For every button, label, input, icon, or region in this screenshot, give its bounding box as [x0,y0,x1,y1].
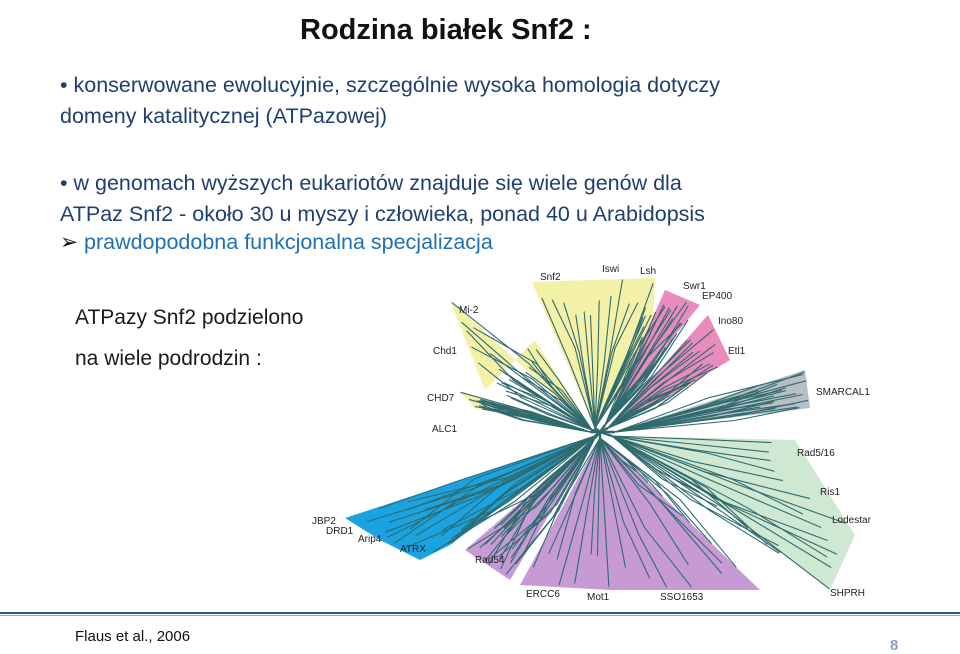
subfamily-label-atrx: ATRX [400,544,426,555]
subfamily-label-ino80: Ino80 [718,316,743,327]
subfamily-text-line: ATPazy Snf2 podzielono [75,306,304,329]
tree-branches [367,279,846,590]
bullet-conservation: • konserwowane ewolucyjnie, szczególnie … [60,70,920,132]
footer-divider-thin [0,615,960,616]
subfamily-label-snf2: Snf2 [540,272,561,283]
subfamily-label-chd1: Chd1 [433,346,457,357]
footer-divider [0,612,960,614]
subfamily-label-smarcal1: SMARCAL1 [816,387,870,398]
page-title: Rodzina białek Snf2 : [300,14,592,46]
sub-bullet-text: prawdopodobna funkcjonalna specjalizacja [84,230,493,254]
subfamily-text-line: na wiele podrodzin : [75,347,262,370]
subfamily-label-lodestar: Lodestar [832,515,872,526]
sector-smarcal1 [615,370,810,432]
subfamily-label-rad5-16: Rad5/16 [797,448,835,459]
subfamily-label-arip4: Arip4 [358,534,382,545]
bullet-line: domeny katalitycznej (ATPazowej) [60,104,388,128]
subfamily-label-lsh: Lsh [640,266,656,277]
subfamily-label-shprh: SHPRH [830,588,865,599]
subfamily-label-alc1: ALC1 [432,424,457,435]
subfamily-label-drd1: DRD1 [326,526,354,537]
bullet-genomes: • w genomach wyższych eukariotów znajduj… [60,168,940,230]
subfamily-label-sso1653: SSO1653 [660,592,704,603]
sub-bullet: ➢ prawdopodobna funkcjonalna specjalizacj… [60,230,493,255]
tree-trunk [599,430,613,438]
bullet-line: • w genomach wyższych eukariotów znajduj… [60,171,682,195]
bullet-line: • konserwowane ewolucyjnie, szczególnie … [60,73,721,97]
citation: Flaus et al., 2006 [75,628,191,645]
subfamily-label-ep400: EP400 [702,291,732,302]
subfamily-label-swr1: Swr1 [683,281,706,292]
tree-trunk [594,431,601,437]
subfamily-label-iswi: Iswi [602,264,619,275]
bullet-line: ATPaz Snf2 - około 30 u myszy i człowiek… [60,202,705,226]
page-number: 8 [890,637,899,654]
subfamily-label-jbp2: JBP2 [312,516,336,527]
subfamily-label-mi-2: Mi-2 [459,305,479,316]
arrow-icon: ➢ [60,230,79,254]
subfamily-label-ris1: Ris1 [820,487,840,498]
subfamily-label-etl1: Etl1 [728,346,746,357]
sector-snf2-iswi [532,278,655,428]
subfamily-label-ercc6: ERCC6 [526,589,560,600]
subfamily-label-rad54: Rad54 [475,555,505,566]
subfamily-label-chd7: CHD7 [427,393,455,404]
subfamily-label-mot1: Mot1 [587,592,610,603]
